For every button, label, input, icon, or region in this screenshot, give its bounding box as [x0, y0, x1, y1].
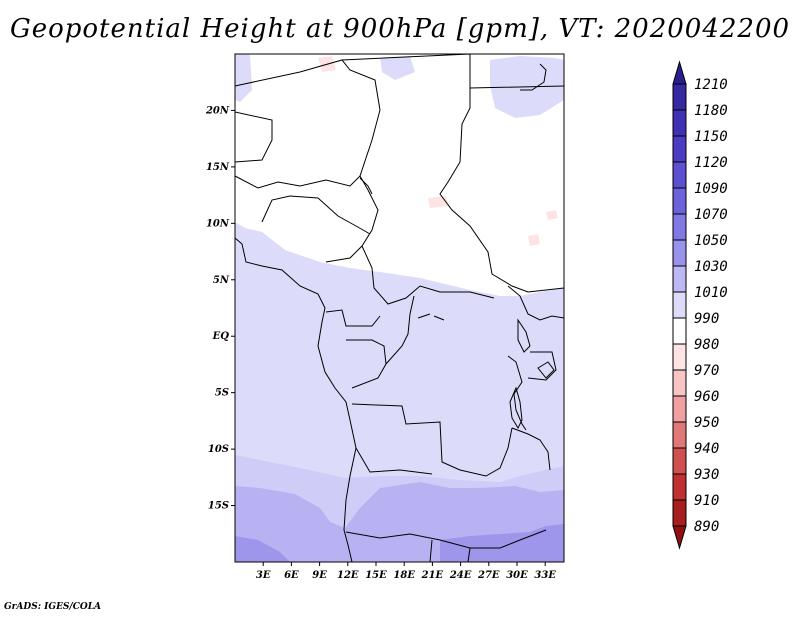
y-tick-label: 15S: [208, 501, 229, 512]
x-axis: 3E 6E 9E 12E 15E 18E 21E 24E 27E 30E 33E: [256, 562, 556, 581]
y-tick-label: 5S: [215, 388, 229, 399]
grads-credit: GrADS: IGES/COLA: [4, 602, 102, 612]
colorbar-label: 890: [694, 519, 719, 535]
colorbar-label: 1090: [694, 181, 728, 197]
colorbar-label: 1010: [694, 285, 728, 301]
colorbar-swatch: [672, 369, 687, 397]
colorbar-swatch: [672, 317, 687, 345]
colorbar-swatch: [672, 239, 687, 267]
field-north-blob: [235, 54, 415, 102]
colorbar-swatch: [672, 135, 687, 163]
map-plot-area: 3E 6E 9E 12E 15E 18E 21E 24E 27E 30E 33E 20N 15N 10N…: [205, 53, 565, 581]
colorbar-label: 930: [694, 467, 719, 483]
colorbar: 1210 1180 1150 1120 1090 1070 1050 1030 1010 990 9…: [672, 60, 728, 550]
colorbar-swatch: [672, 109, 687, 137]
y-tick-label: 5N: [213, 275, 230, 286]
y-tick-label: EQ: [212, 331, 230, 342]
x-tick-label: 27E: [477, 570, 500, 581]
map-frame: [234, 53, 565, 563]
colorbar-swatch: [672, 161, 687, 189]
colorbar-label: 940: [694, 441, 719, 457]
colorbar-label: 1150: [694, 129, 728, 145]
y-tick-label: 10S: [208, 444, 229, 455]
y-tick-label: 20N: [205, 105, 230, 116]
colorbar-label: 950: [694, 415, 719, 431]
colorbar-label: 960: [694, 389, 719, 405]
coastline-east: [507, 63, 564, 321]
x-tick-label: 21E: [421, 570, 444, 581]
colorbar-label: 1180: [694, 103, 728, 119]
colorbar-swatch: [672, 447, 687, 475]
x-tick-label: 9E: [312, 570, 327, 581]
x-tick-label: 15E: [365, 570, 387, 581]
colorbar-swatch: [672, 291, 687, 319]
x-tick-label: 30E: [506, 570, 528, 581]
colorbar-label: 970: [694, 363, 719, 379]
coastlines-and-borders: [235, 54, 564, 562]
colorbar-swatch: [672, 421, 687, 449]
coastline-west: [235, 237, 357, 562]
colorbar-arrow-bottom: [672, 525, 687, 550]
colorbar-swatch: [672, 395, 687, 423]
y-axis: 20N 15N 10N 5N EQ 5S 10S 15S: [205, 105, 235, 512]
height-field: [235, 54, 564, 562]
x-tick-label: 24E: [449, 570, 472, 581]
colorbar-swatch: [672, 343, 687, 371]
colorbar-label: 1050: [694, 233, 728, 249]
colorbar-swatch: [672, 265, 687, 293]
colorbar-swatch: [672, 499, 687, 527]
field-1070-1090: [235, 524, 564, 562]
colorbar-label: 990: [694, 311, 719, 327]
lakes: [359, 177, 555, 430]
colorbar-arrow-top: [672, 60, 687, 85]
colorbar-label: 1210: [694, 77, 728, 93]
colorbar-label: 910: [694, 493, 719, 509]
colorbar-swatch: [672, 473, 687, 501]
x-tick-label: 12E: [337, 570, 359, 581]
colorbar-swatch: [672, 213, 687, 241]
x-tick-label: 3E: [256, 570, 271, 581]
map-title: Geopotential Height at 900hPa [gpm], VT:…: [9, 14, 791, 44]
colorbar-label: 1120: [694, 155, 728, 171]
borders: [235, 54, 564, 562]
y-tick-label: 10N: [206, 218, 230, 229]
y-tick-label: 15N: [206, 162, 230, 173]
x-tick-label: 18E: [393, 570, 415, 581]
colorbar-label: 1030: [694, 259, 728, 275]
colorbar-swatch: [672, 83, 687, 111]
colorbar-label: 980: [694, 337, 719, 353]
colorbar-label: 1070: [694, 207, 728, 223]
colorbar-swatch: [672, 187, 687, 215]
x-tick-label: 33E: [534, 570, 556, 581]
x-tick-label: 6E: [284, 570, 299, 581]
